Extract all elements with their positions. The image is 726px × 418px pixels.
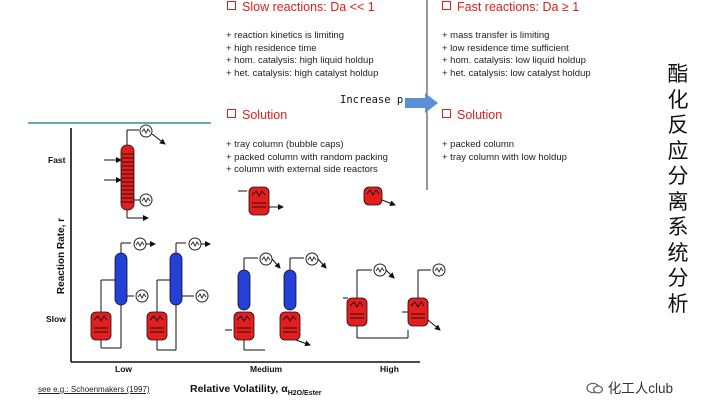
- x-axis-label: Relative Volatility, αH2O/Ester: [190, 383, 322, 397]
- fast-bullet: + het. catalysis: low catalyst holdup: [442, 67, 591, 79]
- slow-bullet: + hom. catalysis: high liquid holdup: [226, 55, 374, 66]
- checkbox-square-icon: [442, 1, 451, 10]
- column-with-side-reactor-low-2: [146, 237, 211, 351]
- fast-bullet: + hom. catalysis: low liquid holdup: [442, 55, 586, 66]
- slow-solution-bullet: + column with external side reactors: [226, 164, 378, 175]
- checkbox-square-icon: [442, 109, 451, 118]
- x-tick-low: Low: [115, 364, 132, 374]
- reactor-with-condenser-high-2: [402, 263, 446, 331]
- slow-heading-text: Slow reactions: Da << 1: [242, 0, 375, 14]
- fast-solution-heading: Solution: [442, 108, 502, 122]
- column-with-side-reactor-medium-2: [279, 252, 327, 347]
- slow-reactions-heading: Slow reactions: Da << 1: [227, 0, 375, 14]
- slow-bullet: + het. catalysis: high catalyst holdup: [226, 67, 379, 79]
- reactor-with-condenser-high-1: [343, 263, 409, 339]
- fast-solution-bullet: + packed column: [442, 139, 515, 150]
- slow-solution-text: Solution: [242, 108, 288, 122]
- fast-bullet-list: + mass transfer is limiting + low reside…: [442, 30, 591, 80]
- fast-reactions-heading: Fast reactions: Da ≥ 1: [442, 0, 579, 14]
- y-axis-label: Reaction Rate, r: [56, 218, 67, 294]
- slow-solution-bullet: + tray column (bubble caps): [226, 139, 344, 150]
- reactor-slow-solution: [238, 186, 284, 216]
- y-tick-slow: Slow: [46, 314, 66, 324]
- slow-solution-list: + tray column (bubble caps) + packed col…: [226, 139, 388, 177]
- reactive-column-fast: [104, 124, 166, 221]
- fast-bullet: + low residence time sufficient: [442, 42, 569, 54]
- x-axis-label-sub: H2O/Ester: [288, 390, 322, 397]
- column-with-side-reactor-medium-1: [225, 252, 281, 351]
- slow-bullet-list: + reaction kinetics is limiting + high r…: [226, 30, 378, 80]
- reference-note: see e.g.: Schoenmakers (1997): [38, 385, 150, 394]
- increase-p-label: Increase p: [340, 94, 404, 106]
- wechat-icon: [586, 382, 604, 394]
- y-tick-fast: Fast: [48, 155, 66, 165]
- fast-bullet: + mass transfer is limiting: [442, 30, 550, 41]
- fast-solution-bullet: + tray column with low holdup: [442, 151, 567, 163]
- x-tick-high: High: [380, 364, 399, 374]
- x-axis-label-main: Relative Volatility, α: [190, 383, 288, 395]
- fast-solution-text: Solution: [457, 108, 503, 122]
- side-title: 酯化反应分离系统分析: [667, 62, 689, 316]
- column-with-side-reactor-low-1: [90, 237, 156, 349]
- increase-arrow-icon: [405, 93, 438, 113]
- slow-solution-bullet: + packed column with random packing: [226, 151, 388, 163]
- reactor-fast-solution: [363, 186, 396, 207]
- watermark: 化工人club: [586, 377, 673, 397]
- slow-bullet: + reaction kinetics is limiting: [226, 30, 345, 41]
- fast-heading-text: Fast reactions: Da ≥ 1: [457, 0, 580, 14]
- watermark-text: 化工人club: [607, 381, 674, 396]
- checkbox-square-icon: [227, 109, 236, 118]
- slow-solution-heading: Solution: [227, 108, 287, 122]
- fast-solution-list: + packed column + tray column with low h…: [442, 139, 567, 164]
- x-tick-medium: Medium: [250, 364, 283, 374]
- checkbox-square-icon: [227, 1, 236, 10]
- slow-bullet: + high residence time: [226, 42, 317, 54]
